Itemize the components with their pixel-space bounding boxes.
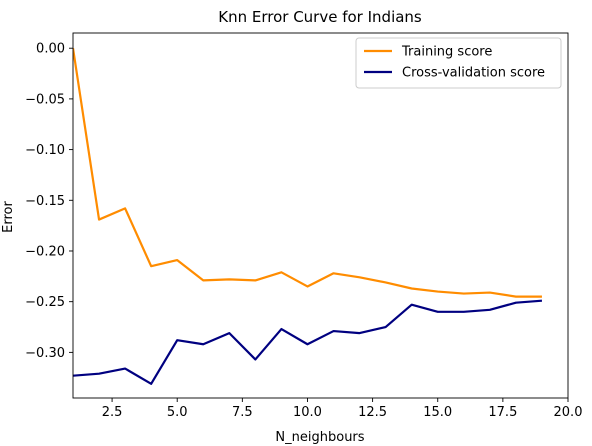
x-axis: 2.5 5.0 7.5 10.0 12.5 15.0 17.5 20.0 (102, 398, 583, 420)
x-tick-label: 2.5 (102, 405, 123, 420)
plot-frame (72, 32, 569, 399)
y-axis-label: Error (1, 201, 16, 233)
x-tick-label: 7.5 (232, 405, 253, 420)
x-axis-label: N_neighbours (275, 430, 364, 445)
x-tick-label: 17.5 (488, 405, 517, 420)
series-line-training-score (73, 48, 542, 298)
y-tick-label: −0.10 (25, 143, 65, 158)
series-line-cross-validation-score (73, 299, 543, 385)
y-tick-label: −0.05 (25, 92, 65, 107)
y-tick-label: −0.15 (25, 194, 65, 209)
series-layer (73, 48, 543, 385)
chart-title: Knn Error Curve for Indians (218, 8, 422, 26)
legend-label: Cross-validation score (402, 66, 545, 81)
y-axis: 0.00 −0.05 −0.10 −0.15 −0.20 −0.25 −0.30 (25, 42, 73, 361)
y-tick-label: 0.00 (36, 42, 65, 57)
x-tick-label: 5.0 (167, 405, 188, 420)
y-tick-label: −0.30 (25, 346, 65, 361)
y-tick-label: −0.25 (25, 295, 65, 310)
x-tick-label: 12.5 (358, 405, 387, 420)
legend-label: Training score (401, 45, 492, 60)
x-tick-label: 15.0 (423, 405, 452, 420)
legend: Training score Cross-validation score (355, 37, 562, 89)
x-tick-label: 10.0 (293, 405, 322, 420)
legend-box (355, 37, 562, 89)
y-tick-label: −0.20 (25, 244, 65, 259)
x-tick-label: 20.0 (554, 405, 583, 420)
